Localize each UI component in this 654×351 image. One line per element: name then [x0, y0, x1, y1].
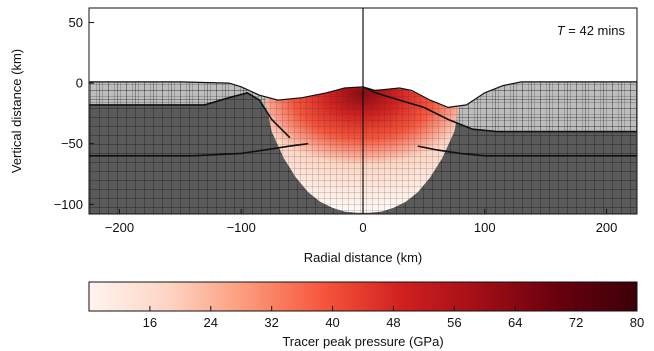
layer-boundary-upper — [89, 91, 291, 139]
x-axis-ticks: −200 −100 0 100 200 — [105, 209, 618, 235]
colorbar-tick-label: 80 — [630, 315, 644, 330]
colorbar-tick-label: 72 — [569, 315, 583, 330]
time-annotation: T = 42 mins — [557, 23, 626, 38]
layer-boundary-lower — [89, 142, 309, 157]
colorbar-tick-label: 64 — [508, 315, 522, 330]
y-tick-label: 50 — [69, 15, 83, 30]
colorbar-tick-label: 48 — [386, 315, 400, 330]
x-tick-label: −200 — [105, 220, 134, 235]
colorbar-label: Tracer peak pressure (GPa) — [282, 334, 443, 349]
layer-boundaries — [89, 86, 637, 157]
x-tick-label: 100 — [474, 220, 496, 235]
y-tick-label: −100 — [54, 197, 83, 212]
colorbar-tick-label: 16 — [143, 315, 157, 330]
y-tick-label: 0 — [76, 76, 83, 91]
x-tick-label: 0 — [359, 220, 366, 235]
colorbar-ticks: 16 24 32 40 48 56 64 72 80 — [143, 306, 644, 330]
layer-boundary-upper_right — [362, 86, 637, 133]
colorbar-tick-label: 40 — [325, 315, 339, 330]
surface-profile — [89, 81, 637, 109]
colorbar: 16 24 32 40 48 56 64 72 80 Tracer peak pressure … — [88, 281, 644, 349]
colorbar-bar — [88, 281, 638, 312]
x-tick-label: 200 — [596, 220, 618, 235]
plot-area: −200 −100 0 100 200 50 0 −50 −100 T = 42 mins R… — [9, 7, 638, 265]
layer-boundary-lower_right — [417, 145, 637, 157]
y-tick-label: −50 — [61, 136, 83, 151]
y-axis-label: Vertical distance (km) — [9, 49, 24, 173]
colorbar-tick-label: 32 — [264, 315, 278, 330]
x-tick-label: −100 — [227, 220, 256, 235]
colorbar-tick-label: 56 — [447, 315, 461, 330]
x-axis-label: Radial distance (km) — [304, 250, 423, 265]
y-axis-ticks: 50 0 −50 −100 — [54, 15, 94, 212]
colorbar-tick-label: 24 — [204, 315, 218, 330]
